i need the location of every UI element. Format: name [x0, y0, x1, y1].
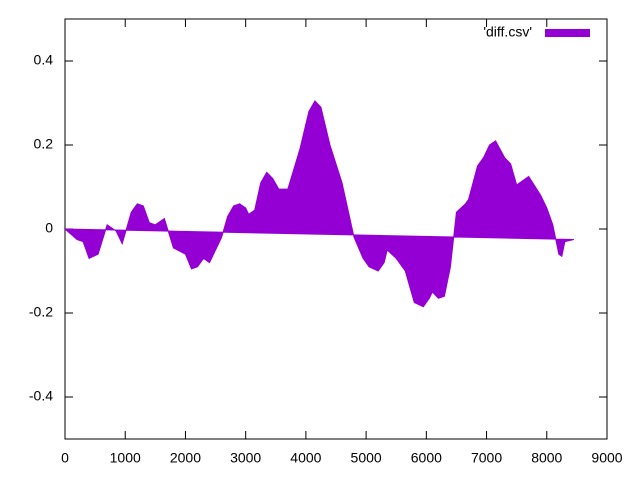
x-tick-label: 1000 [110, 450, 141, 466]
x-tick-label: 0 [61, 450, 69, 466]
legend-label: 'diff.csv' [483, 24, 532, 40]
x-tick-label: 4000 [290, 450, 321, 466]
x-tick-label: 8000 [531, 450, 562, 466]
x-tick-label: 3000 [230, 450, 261, 466]
y-tick-label: 0.4 [34, 52, 54, 68]
x-tick-label: 6000 [411, 450, 442, 466]
y-tick-label: 0 [45, 220, 53, 236]
x-tick-label: 7000 [471, 450, 502, 466]
y-tick-label: -0.4 [29, 388, 53, 404]
x-tick-label: 5000 [351, 450, 382, 466]
x-tick-label: 2000 [170, 450, 201, 466]
legend-swatch [545, 29, 590, 37]
y-tick-label: -0.2 [29, 304, 53, 320]
x-tick-label: 9000 [591, 450, 622, 466]
y-tick-label: 0.2 [34, 136, 54, 152]
filled-curve [63, 100, 574, 308]
